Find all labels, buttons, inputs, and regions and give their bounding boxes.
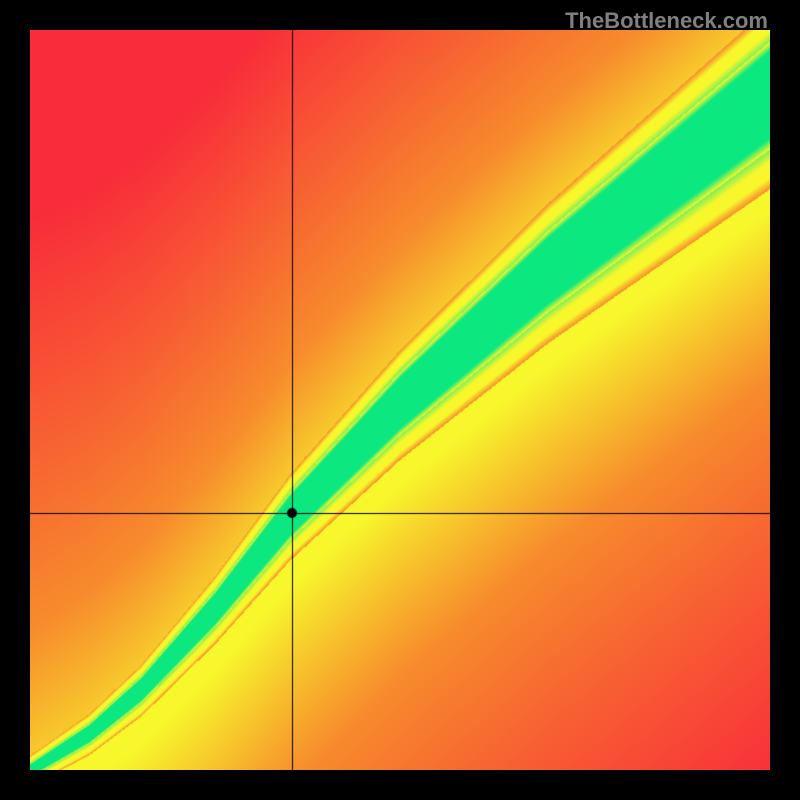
bottleneck-heatmap (30, 30, 770, 770)
watermark-text: TheBottleneck.com (565, 8, 768, 34)
heatmap-canvas (30, 30, 770, 770)
